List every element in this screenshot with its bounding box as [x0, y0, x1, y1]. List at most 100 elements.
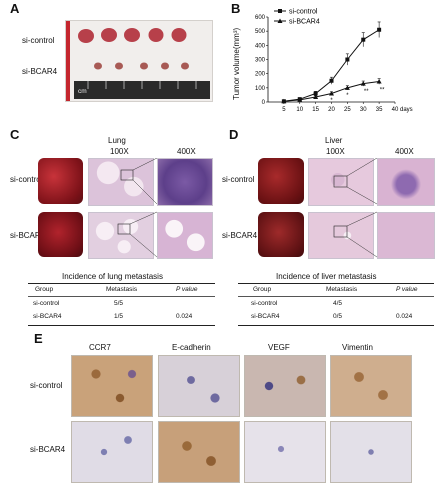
table-cell: 5/5: [114, 300, 124, 307]
data-point: [360, 81, 366, 86]
ihc-col-label-ccr7: CCR7: [89, 343, 111, 352]
table-header-rule: [238, 296, 434, 297]
liver-photo-control: [258, 158, 304, 204]
significance-marker: **: [364, 89, 369, 95]
panel-d-organ: Liver: [325, 136, 343, 145]
y-tick-label: 300: [255, 58, 266, 64]
legend-marker: [278, 9, 282, 13]
data-point: [376, 78, 382, 84]
panel-a-label: A: [10, 1, 20, 16]
lung-photo-control: [38, 158, 83, 204]
liver-table-bottom-rule: [238, 325, 434, 326]
lung-table-top-rule: [28, 283, 215, 284]
ihc-image-vegf-bcar4: [244, 421, 326, 483]
lung-metastasis-table: Group Metastasis P value si-control 5/5 …: [28, 286, 215, 326]
x-tick-label: 40: [392, 107, 399, 113]
lung-histology-100x-control: [88, 158, 154, 206]
panel-c-organ: Lung: [108, 136, 126, 145]
chart-ylabel: Tumor volume(mm³): [232, 27, 241, 100]
liver-histology-100x-control: [308, 158, 374, 206]
legend-marker: [277, 18, 283, 23]
y-tick-label: 600: [255, 15, 266, 21]
ihc-col-label-ecadherin: E-cadherin: [172, 343, 211, 352]
lung-zoom-lines: [117, 158, 158, 258]
liver-histology-400x-control: [377, 158, 435, 206]
table-header: Metastasis: [106, 286, 138, 293]
x-tick-label: 25: [344, 107, 351, 113]
significance-marker: *: [346, 93, 349, 99]
panel-e-label: E: [34, 331, 43, 346]
ihc-row-label-control: si-control: [30, 381, 63, 390]
significance-marker: *: [330, 98, 333, 104]
data-point: [377, 27, 382, 32]
data-point: [361, 37, 366, 42]
ihc-image-ecadherin-bcar4: [158, 421, 240, 483]
panel-d-row-label-bcar4: si-BCAR4: [222, 231, 258, 240]
liver-histology-400x-bcar4: [377, 212, 435, 259]
x-axis-label: days: [400, 107, 413, 113]
significance-marker: **: [380, 87, 385, 93]
panel-a-row-label-bcar4: si-BCAR4: [22, 67, 58, 76]
y-tick-label: 100: [255, 86, 266, 92]
tumor-photo: cm: [65, 20, 213, 102]
legend-label: si-BCAR4: [289, 19, 320, 26]
legend-label: si-control: [289, 9, 318, 16]
y-tick-label: 500: [255, 29, 266, 35]
x-tick-label: 5: [282, 107, 286, 113]
x-tick-label: 30: [360, 107, 367, 113]
table-header: P value: [396, 286, 418, 293]
liver-histology-100x-bcar4: [308, 212, 374, 259]
liver-photo-bcar4: [258, 212, 304, 257]
panel-c-mag-high: 400X: [177, 147, 196, 156]
table-header: Metastasis: [326, 286, 358, 293]
table-cell: 0.024: [176, 313, 193, 320]
panel-d-label: D: [229, 127, 239, 142]
data-point: [329, 91, 334, 96]
x-tick-label: 10: [296, 107, 303, 113]
panel-d-row-label-control: si-control: [222, 175, 255, 184]
data-point: [329, 78, 334, 83]
x-tick-label: 15: [312, 107, 319, 113]
lung-histology-400x-control: [157, 158, 213, 206]
panel-d-mag-high: 400X: [395, 147, 414, 156]
x-tick-label: 35: [376, 107, 383, 113]
y-tick-label: 400: [255, 43, 266, 49]
liver-table-title: Incidence of liver metastasis: [276, 272, 377, 281]
ihc-image-ccr7-control: [71, 355, 153, 417]
liver-zoom-lines: [333, 158, 378, 258]
panel-d-mag-low: 100X: [326, 147, 345, 156]
table-cell: 4/5: [333, 300, 343, 307]
table-cell: 1/5: [114, 313, 124, 320]
panel-c-row-label-bcar4: si-BCAR4: [10, 231, 46, 240]
table-cell: si-control: [33, 300, 60, 307]
table-cell: si-control: [251, 300, 278, 307]
ihc-col-label-vimentin: Vimentin: [342, 343, 373, 352]
panel-c-mag-low: 100X: [110, 147, 129, 156]
ihc-image-vegf-control: [244, 355, 326, 417]
table-cell: si-BCAR4: [33, 313, 62, 320]
lung-photo-bcar4: [38, 212, 83, 257]
ihc-image-vimentin-control: [330, 355, 412, 417]
panel-c-label: C: [10, 127, 20, 142]
data-point: [281, 98, 287, 104]
data-point: [313, 94, 319, 100]
table-header: P value: [176, 286, 198, 293]
data-point: [344, 85, 350, 90]
data-point: [297, 97, 303, 102]
table-header-rule: [28, 296, 215, 297]
lung-table-bottom-rule: [28, 325, 215, 326]
data-point: [313, 91, 318, 96]
lung-histology-100x-bcar4: [88, 212, 154, 259]
table-cell: 0.024: [396, 313, 413, 320]
panel-a-row-label-control: si-control: [22, 36, 55, 45]
ruler-unit-label: cm: [78, 88, 87, 95]
data-point: [345, 57, 350, 62]
x-tick-label: 20: [328, 107, 335, 113]
tumor-photo-graphic: [66, 21, 210, 101]
table-header: Group: [253, 286, 272, 293]
liver-metastasis-table: Group Metastasis P value si-control 4/5 …: [238, 286, 434, 326]
y-tick-label: 0: [262, 100, 266, 106]
ihc-image-ecadherin-control: [158, 355, 240, 417]
tumor-volume-chart: 0 100 200 300 400 500 600 5 10 15 20 25 30 35 40 days si…: [255, 9, 413, 114]
ihc-row-label-bcar4: si-BCAR4: [30, 445, 66, 454]
